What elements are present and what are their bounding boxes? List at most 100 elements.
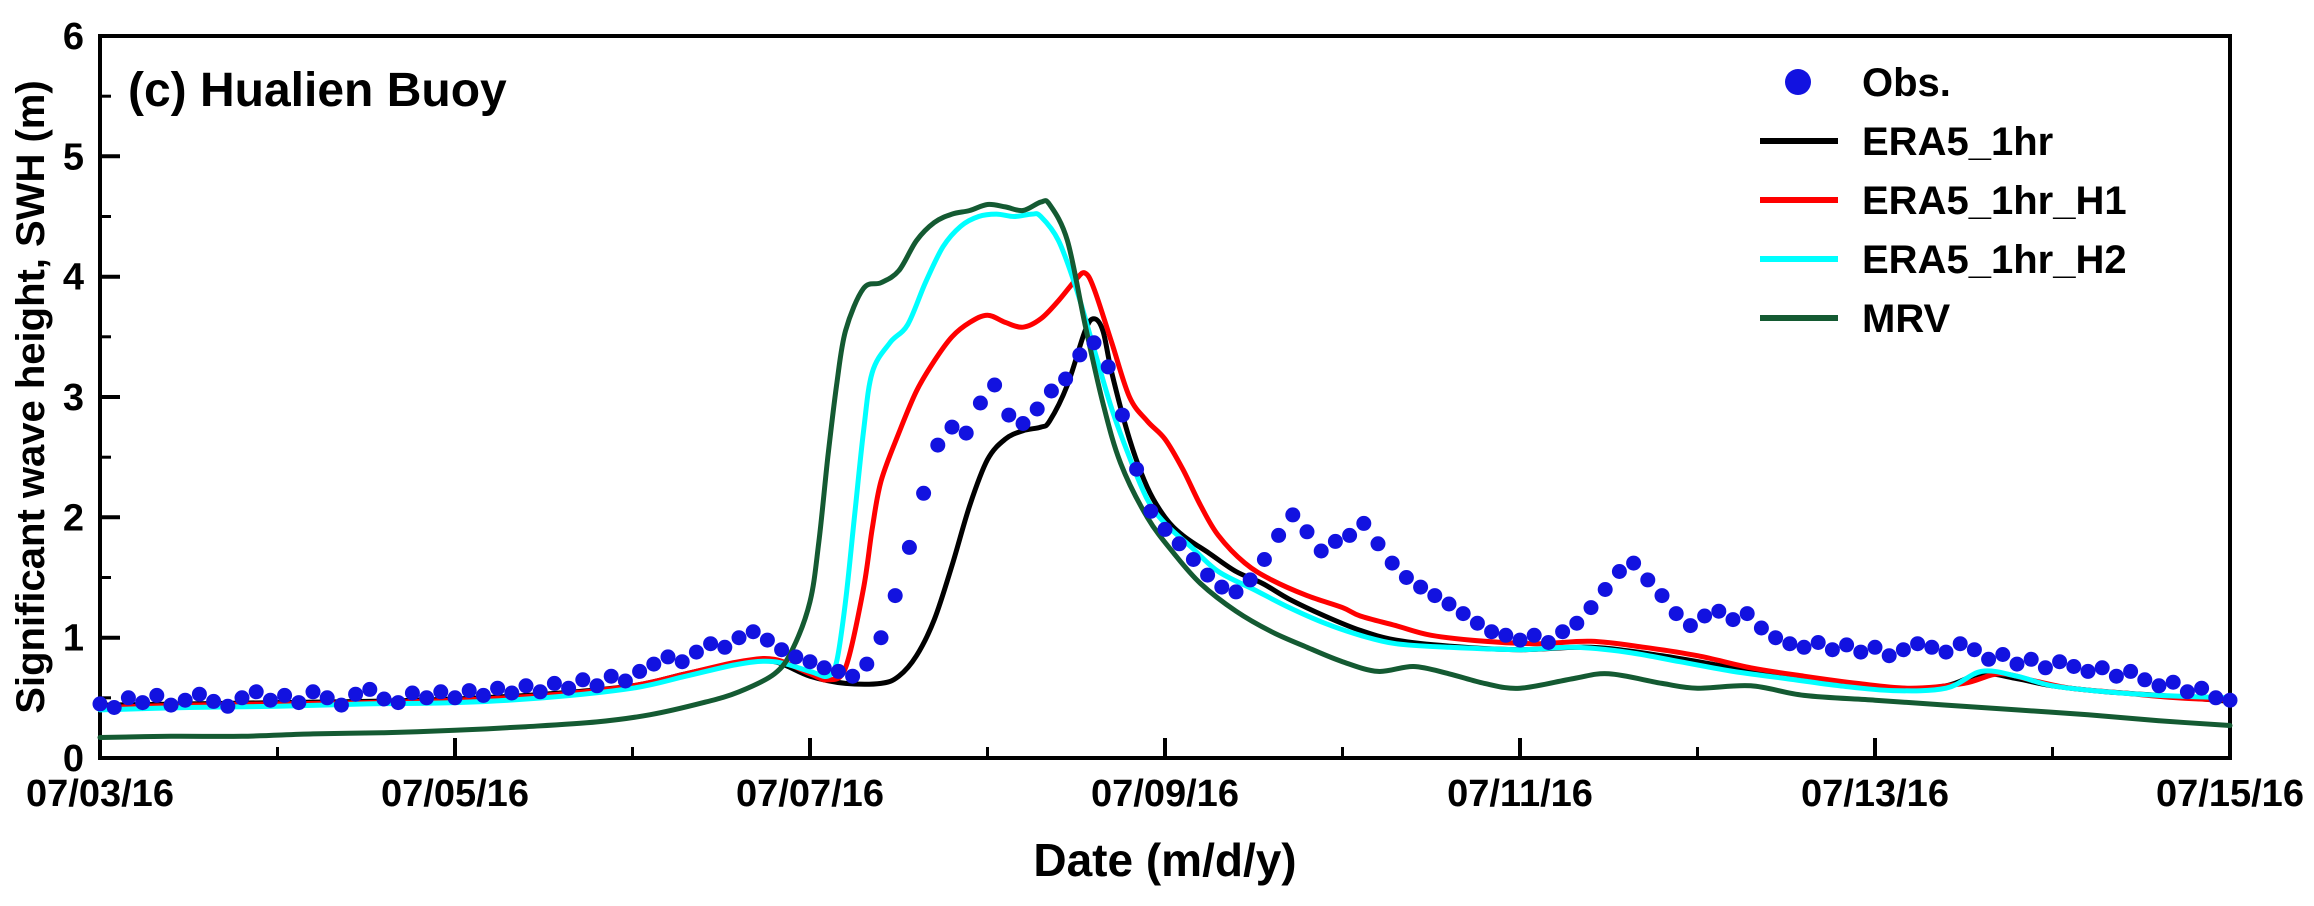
obs-point [1540, 635, 1556, 650]
obs-point [774, 642, 790, 658]
obs-point [1299, 524, 1315, 540]
obs-point [362, 681, 378, 697]
obs-point [1384, 555, 1400, 571]
x-tick-label: 07/13/16 [1801, 773, 1949, 815]
series-line-era5-1hr-h1 [97, 270, 2233, 710]
obs-point [1157, 521, 1173, 537]
obs-point [1583, 600, 1599, 616]
obs-point [1015, 416, 1031, 431]
obs-point [1313, 543, 1329, 559]
obs-point [2222, 692, 2238, 708]
obs-point [688, 644, 704, 660]
obs-point [1597, 582, 1613, 597]
obs-point [2165, 674, 2181, 690]
obs-point [135, 695, 151, 711]
obs-point [1398, 570, 1414, 585]
obs-point [1327, 533, 1343, 549]
obs-point [873, 630, 889, 646]
obs-point [390, 695, 406, 711]
obs-point [1242, 572, 1258, 588]
x-tick-label: 07/15/16 [2156, 773, 2304, 815]
obs-point [1455, 606, 1471, 622]
series-line-era5-1hr [97, 316, 2233, 708]
y-tick-label: 3 [63, 377, 84, 419]
obs-point [305, 684, 321, 700]
obs-point [717, 639, 733, 655]
obs-point [1753, 620, 1769, 636]
obs-point [1441, 596, 1457, 612]
obs-point [1910, 636, 1926, 652]
obs-point [1143, 503, 1159, 519]
obs-point [1810, 635, 1826, 650]
y-tick-label: 0 [63, 738, 84, 780]
y-tick-label: 1 [63, 618, 84, 660]
obs-point [1129, 461, 1145, 477]
legend-label: ERA5_1hr_H1 [1862, 179, 2127, 223]
obs-point [2080, 663, 2096, 679]
plot-layer: 0 1 2 3 4 5 6 07/03/16 07/05/16 07/07/16 07/09/16 0… [26, 16, 2304, 815]
obs-point [1725, 612, 1741, 628]
obs-point [518, 678, 534, 694]
obs-point [2094, 660, 2110, 676]
obs-point [376, 691, 392, 707]
obs-point [1484, 624, 1500, 640]
obs-point [1682, 618, 1698, 634]
obs-point [404, 685, 420, 701]
x-tick-label: 07/03/16 [26, 773, 174, 815]
obs-point [262, 692, 278, 708]
obs-point [475, 687, 491, 703]
obs-point [1342, 527, 1358, 543]
obs-point [1782, 636, 1798, 652]
obs-point [2151, 678, 2167, 694]
obs-point [1285, 507, 1301, 523]
obs-point [703, 636, 719, 652]
obs-point [2052, 654, 2068, 670]
obs-point [575, 672, 591, 688]
legend-label: ERA5_1hr [1862, 120, 2053, 164]
obs-point [745, 624, 761, 640]
obs-point [1001, 407, 1017, 423]
obs-point [632, 663, 648, 679]
obs-point [1086, 335, 1102, 351]
obs-point [845, 668, 861, 684]
legend-item: ERA5_1hr_H2 [1760, 238, 2127, 282]
obs-point [1626, 555, 1642, 571]
obs-point [1924, 639, 1940, 655]
obs-point [788, 649, 804, 665]
obs-point [1043, 383, 1059, 399]
obs-point [2037, 660, 2053, 676]
obs-point [1228, 584, 1244, 600]
obs-point [546, 675, 562, 691]
legend-item: Obs. [1785, 61, 1951, 105]
obs-point [1256, 552, 1272, 567]
obs-point [433, 684, 449, 700]
obs-point [2108, 668, 2124, 684]
obs-point [291, 695, 307, 711]
obs-point [1271, 527, 1287, 543]
obs-point [1555, 624, 1571, 640]
obs-point [1796, 639, 1812, 655]
obs-point [1214, 579, 1230, 595]
obs-point [1697, 608, 1713, 624]
y-tick-label: 2 [63, 497, 84, 539]
obs-point [319, 690, 335, 706]
legend-label: Obs. [1862, 61, 1951, 105]
obs-point [248, 684, 264, 700]
obs-point [1711, 603, 1727, 619]
obs-point [1498, 627, 1514, 643]
obs-point [646, 656, 662, 672]
obs-point [1853, 644, 1869, 660]
obs-point [2023, 651, 2039, 667]
obs-point [1824, 642, 1840, 658]
obs-point [660, 649, 676, 665]
series-line-era5-1hr-h2 [97, 211, 2233, 713]
legend-item: MRV [1760, 297, 1950, 341]
obs-point [674, 654, 690, 670]
legend: Obs. ERA5_1hr ERA5_1hr_H1 ERA5_1hr_H2 MRV [1760, 61, 2127, 341]
x-axis-title: Date (m/d/y) [1033, 834, 1296, 886]
obs-point [972, 395, 988, 411]
obs-point [731, 630, 747, 646]
obs-point [92, 696, 108, 712]
obs-point [2009, 656, 2025, 672]
obs-point [490, 680, 506, 696]
